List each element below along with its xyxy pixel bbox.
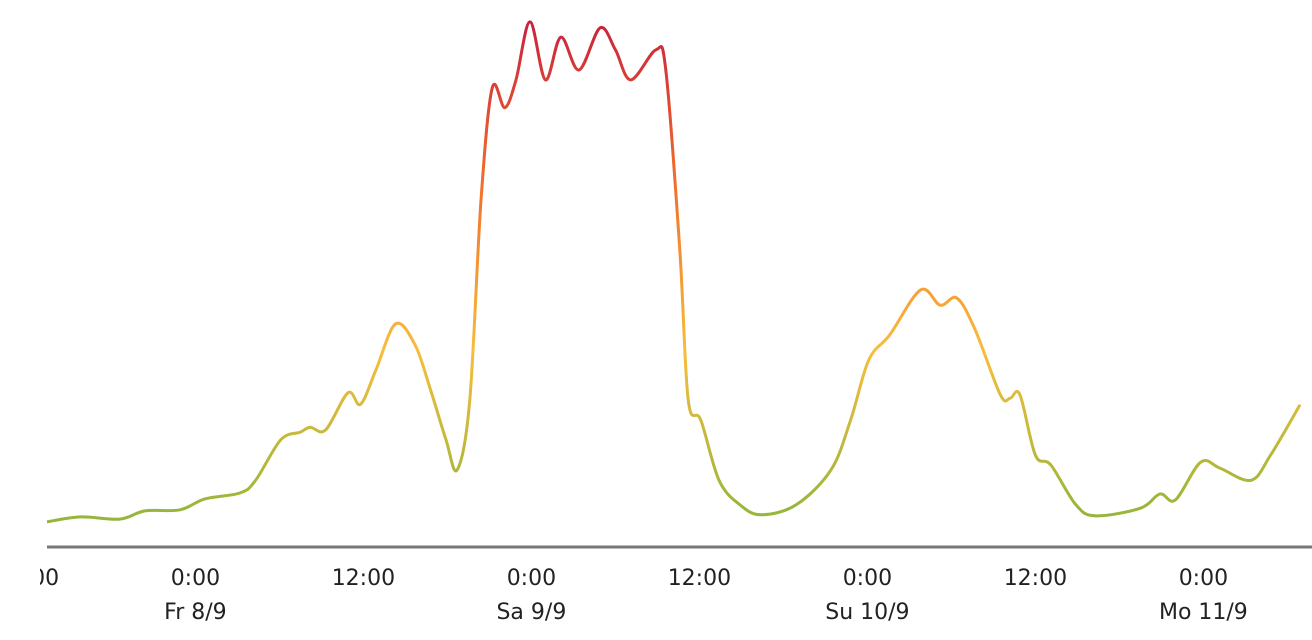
x-axis-labels: 12:00 0:00 12:00 0:00 12:00 0:00 12:00 0:00 Fr 8…	[0, 566, 1248, 625]
day-label: Fr 8/9	[164, 600, 227, 625]
line	[46, 20, 1302, 524]
x-tick-label: 0:00	[843, 566, 892, 591]
x-tick-label: 12:00	[1004, 566, 1067, 591]
x-tick-label: 12:00	[0, 566, 59, 591]
x-tick-label: 12:00	[668, 566, 731, 591]
x-tick-label: 12:00	[332, 566, 395, 591]
day-label: Mo 11/9	[1159, 600, 1248, 625]
day-label: Sa 9/9	[496, 600, 566, 625]
day-label: Su 10/9	[825, 600, 909, 625]
x-tick-label: 0:00	[1179, 566, 1228, 591]
x-tick-label: 0:00	[171, 566, 220, 591]
x-tick-label: 0:00	[507, 566, 556, 591]
